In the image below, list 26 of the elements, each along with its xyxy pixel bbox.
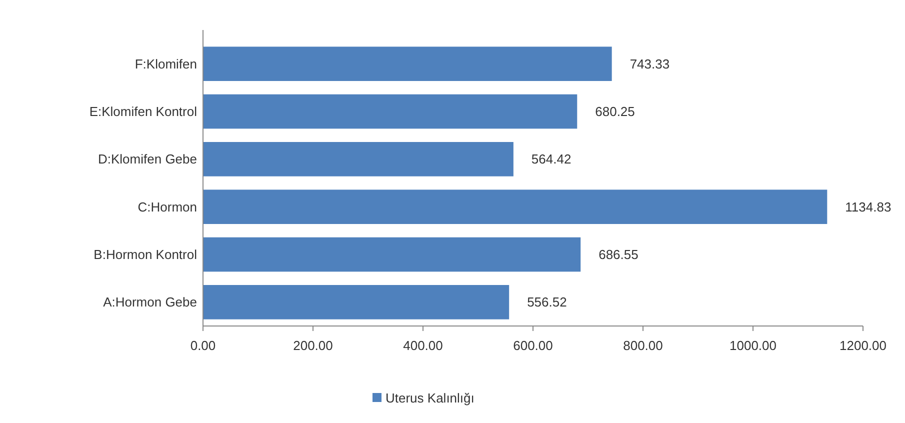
y-tick-label: E:Klomifen Kontrol (89, 104, 198, 120)
x-tick-label: 400.00 (403, 338, 443, 353)
x-tick-label: 1000.00 (730, 338, 776, 353)
y-tick-label: C:Hormon (138, 199, 197, 214)
y-tick-label: B:Hormon Kontrol (94, 247, 198, 262)
data-label: 556.52 (527, 294, 567, 310)
x-tick-label: 1200.00 (840, 338, 886, 353)
x-tick-label: 200.00 (293, 338, 333, 353)
data-label: 564.42 (531, 152, 572, 167)
data-label: 1134.83 (845, 199, 892, 214)
x-tick-label: 600.00 (513, 338, 553, 353)
data-label: 686.55 (598, 247, 638, 262)
bar (203, 142, 514, 176)
bar (203, 237, 581, 272)
y-tick-label: A:Hormon Gebe (103, 294, 197, 310)
bar (203, 285, 510, 320)
bar (203, 190, 828, 224)
x-tick-label: 0.00 (190, 338, 216, 353)
x-tick-label: 800.00 (623, 338, 663, 353)
y-tick-label: D:Klomifen Gebe (98, 152, 197, 167)
bar (203, 46, 612, 81)
y-tick-label: F:Klomifen (134, 56, 197, 72)
data-label: 743.33 (630, 56, 670, 72)
data-label: 680.25 (595, 104, 635, 120)
legend-label: Uterus Kalınlığı (386, 390, 474, 406)
bar (203, 94, 578, 129)
